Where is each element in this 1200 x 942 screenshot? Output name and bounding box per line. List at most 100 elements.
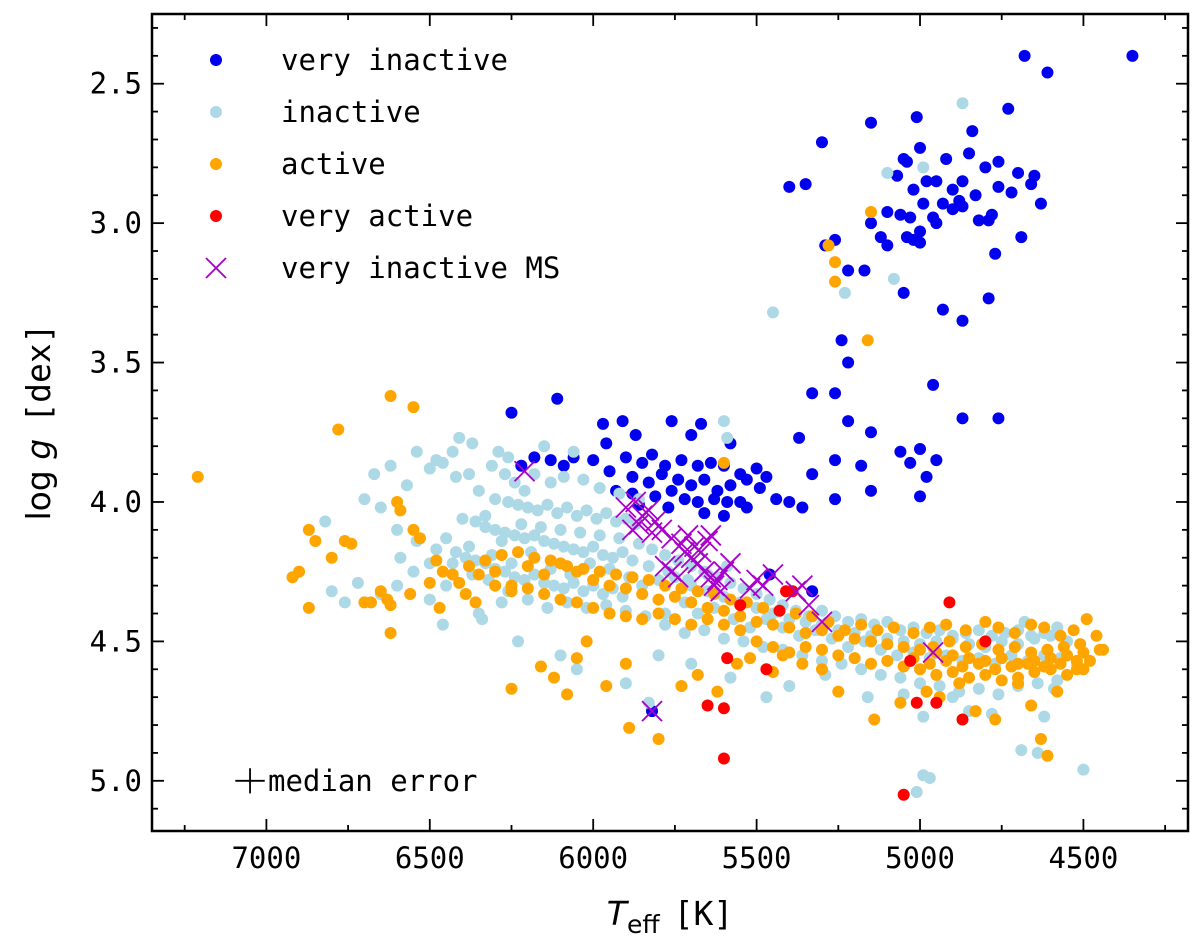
point-very-inactive (551, 392, 564, 405)
point-active (848, 652, 861, 665)
point-active (302, 601, 315, 614)
point-very-inactive (881, 205, 894, 218)
point-very-inactive (907, 183, 920, 196)
legend-marker-active (210, 158, 222, 170)
point-inactive (521, 501, 534, 514)
point-very-inactive (897, 286, 910, 299)
point-inactive (597, 587, 610, 600)
point-very-inactive-MS (628, 513, 650, 535)
point-very-inactive (891, 169, 904, 182)
point-inactive (469, 515, 482, 528)
point-inactive (894, 671, 907, 684)
point-active (623, 721, 636, 734)
point-active (691, 585, 704, 598)
point-inactive (430, 543, 443, 556)
point-inactive (606, 551, 619, 564)
point-inactive (659, 618, 672, 631)
point-very-inactive (740, 473, 753, 486)
point-active (561, 688, 574, 701)
point-active (757, 601, 770, 614)
point-active (570, 652, 583, 665)
point-active (659, 579, 672, 592)
point-inactive (570, 663, 583, 676)
point-active (521, 560, 534, 573)
point-active (907, 627, 920, 640)
x-tick-label: 5000 (885, 841, 955, 875)
point-active (544, 554, 557, 567)
point-active (914, 643, 927, 656)
point-very-inactive (763, 568, 776, 581)
point-inactive (580, 504, 593, 517)
point-inactive (910, 785, 923, 798)
point-very-inactive (515, 459, 528, 472)
point-active (459, 587, 472, 600)
y-tick-label: 4.0 (90, 485, 142, 519)
point-active (446, 568, 459, 581)
point-very-active (910, 696, 923, 709)
point-inactive (619, 512, 632, 525)
point-very-inactive (864, 426, 877, 439)
point-very-inactive-MS (713, 561, 735, 583)
point-active (979, 615, 992, 628)
point-inactive (479, 521, 492, 534)
x-tick-label: 6000 (558, 841, 628, 875)
point-active (1090, 629, 1103, 642)
point-active (799, 627, 812, 640)
point-very-inactive (1041, 66, 1054, 79)
point-active (829, 256, 842, 269)
point-inactive (538, 535, 551, 548)
point-active (603, 579, 616, 592)
point-inactive (512, 498, 525, 511)
point-inactive (423, 593, 436, 606)
point-active (413, 532, 426, 545)
point-very-inactive (907, 233, 920, 246)
point-very-inactive (740, 501, 753, 514)
point-inactive (508, 529, 521, 542)
point-active (848, 632, 861, 645)
point-inactive (593, 482, 606, 495)
point-very-inactive (914, 490, 927, 503)
point-very-inactive (642, 476, 655, 489)
point-very-inactive (698, 507, 711, 520)
data-points (191, 49, 1139, 801)
point-active (897, 640, 910, 653)
point-active (783, 646, 796, 659)
point-active (734, 624, 747, 637)
point-very-inactive (881, 239, 894, 252)
point-inactive (541, 601, 554, 614)
point-very-inactive-MS (922, 641, 944, 664)
point-very-inactive (793, 431, 806, 444)
point-active (1077, 663, 1090, 676)
point-inactive (489, 493, 502, 506)
point-inactive (815, 654, 828, 667)
point-active (685, 596, 698, 609)
point-active (1054, 629, 1067, 642)
point-active (730, 657, 743, 670)
point-very-inactive (979, 161, 992, 174)
point-active (734, 610, 747, 623)
point-inactive (629, 518, 642, 531)
point-active (783, 621, 796, 634)
point-inactive (1038, 710, 1051, 723)
point-inactive (685, 560, 698, 573)
point-inactive (463, 540, 476, 553)
point-very-inactive (920, 470, 933, 483)
point-inactive (453, 431, 466, 444)
point-very-inactive (956, 412, 969, 425)
point-active (1025, 646, 1038, 659)
point-inactive (456, 512, 469, 525)
point-inactive (518, 532, 531, 545)
point-very-inactive (1025, 178, 1038, 191)
point-very-active (721, 652, 734, 665)
point-inactive (391, 523, 404, 536)
point-active (914, 663, 927, 676)
point-inactive (394, 551, 407, 564)
point-very-inactive (528, 451, 541, 464)
point-very-inactive (930, 217, 943, 230)
point-active (796, 657, 809, 670)
point-active (685, 618, 698, 631)
point-active (423, 576, 436, 589)
point-very-inactive (796, 501, 809, 514)
point-inactive (400, 479, 413, 492)
point-active (1070, 654, 1083, 667)
